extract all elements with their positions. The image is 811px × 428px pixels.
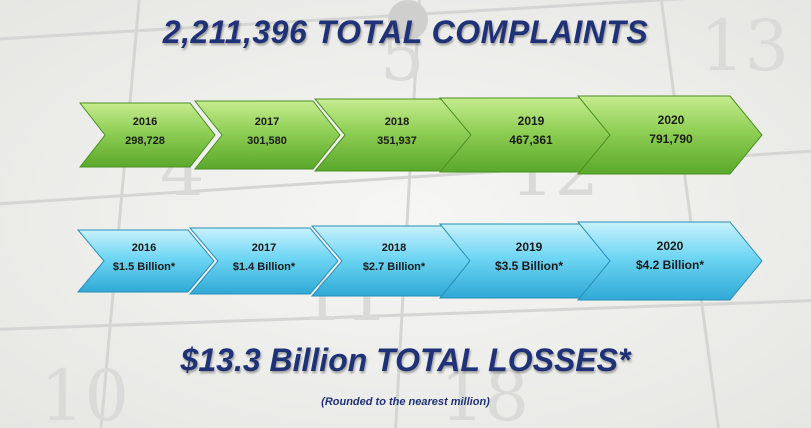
complaint-count: 351,937 [377,135,417,147]
year-text: 2020 [657,113,685,127]
losses-chevron-row: 2016 $1.5 Billion* 2017 $1.4 Billion* 20… [0,221,811,321]
chevron-2020 [576,95,763,175]
svg-text:10: 10 [40,355,129,428]
complaint-count: 791,790 [649,132,693,146]
year-text: 2017 [254,116,280,128]
chevron-2016 [76,229,215,293]
year-text: 2020 [656,239,684,253]
chevron-2016 [78,102,216,168]
losses-label-2017: 2017 $1.4 Billion* [214,241,314,275]
chevron-2017 [188,227,339,295]
complaint-count: 301,580 [247,135,287,147]
complaints-label-2020: 2020 791,790 [608,113,734,147]
year-text: 2018 [381,242,407,254]
year-text: 2019 [515,240,543,254]
year-text: 2019 [517,114,545,128]
year-text: 2017 [251,242,277,254]
chevron-2017 [193,100,341,170]
total-complaints-title: 2,211,396 TOTAL COMPLAINTS [162,14,649,50]
losses-label-2018: 2018 $2.7 Billion* [338,241,450,275]
complaints-label-2017: 2017 301,580 [218,115,316,149]
total-losses-title: $13.3 Billion TOTAL LOSSES* [180,342,631,378]
loss-amount: $1.5 Billion* [112,261,176,273]
complaints-label-2019: 2019 467,361 [470,114,592,148]
losses-label-2020: 2020 $4.2 Billion* [606,239,734,273]
svg-text:13: 13 [700,5,789,87]
year-text: 2016 [132,116,158,128]
year-text: 2016 [131,242,157,254]
loss-amount: $4.2 Billion* [635,258,705,272]
year-text: 2018 [384,116,410,128]
loss-amount: $1.4 Billion* [232,261,296,273]
losses-label-2019: 2019 $3.5 Billion* [467,240,591,274]
loss-amount: $2.7 Billion* [362,261,426,273]
complaints-label-2016: 2016 298,728 [100,115,190,149]
chevron-2020 [576,221,763,301]
loss-amount: $3.5 Billion* [494,259,564,273]
complaint-count: 298,728 [125,135,165,147]
complaints-chevron-row: 2016 298,728 2017 301,580 2018 351,937 2… [0,95,811,195]
complaints-label-2018: 2018 351,937 [342,115,452,149]
rounding-note: (Rounded to the nearest million) [321,396,490,408]
complaint-count: 467,361 [509,133,553,147]
losses-label-2016: 2016 $1.5 Billion* [98,241,190,275]
svg-text:18: 18 [440,355,529,428]
